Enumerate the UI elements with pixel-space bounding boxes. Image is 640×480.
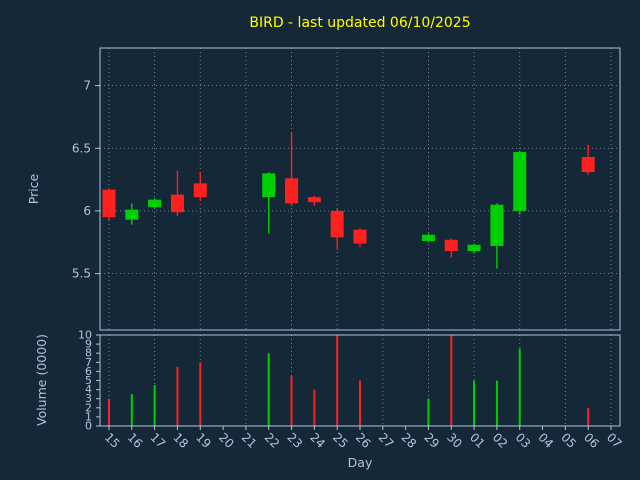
- volume-y-tick-label: 8: [85, 347, 92, 360]
- candle-body: [444, 239, 458, 252]
- volume-axis-label: Volume (0000): [34, 334, 49, 426]
- candle-body: [148, 199, 162, 208]
- candle-body: [467, 244, 481, 252]
- candle-body: [102, 189, 116, 218]
- x-axis-label: Day: [348, 455, 373, 470]
- chart-title: BIRD - last updated 06/10/2025: [249, 15, 470, 31]
- candle-body: [490, 204, 504, 247]
- volume-y-tick-label: 9: [85, 338, 92, 351]
- price-axis-label: Price: [26, 173, 41, 204]
- volume-y-tick-label: 1: [85, 410, 92, 423]
- price-y-tick-label: 5.5: [72, 267, 91, 281]
- price-y-tick-label: 6.5: [72, 141, 91, 155]
- candle-body: [513, 152, 527, 211]
- candle-body: [581, 157, 595, 173]
- volume-y-tick-label: 2: [85, 401, 92, 414]
- candle-body: [353, 229, 367, 244]
- volume-y-tick-label: 0: [85, 420, 92, 433]
- volume-y-tick-label: 7: [85, 356, 92, 369]
- candle-body: [170, 194, 184, 213]
- candle-body: [307, 197, 321, 203]
- candle-body: [330, 210, 344, 238]
- volume-y-tick-label: 4: [85, 383, 92, 396]
- candle-body: [421, 234, 435, 242]
- price-y-tick-label: 7: [83, 79, 91, 93]
- volume-y-tick-label: 10: [78, 329, 92, 342]
- volume-y-tick-label: 5: [85, 374, 92, 387]
- candle-body: [285, 178, 299, 204]
- price-panel-frame: [99, 47, 621, 331]
- price-y-tick-label: 6: [83, 204, 91, 218]
- candle-body: [262, 173, 276, 198]
- candle-body: [125, 209, 139, 220]
- volume-y-tick-label: 3: [85, 392, 92, 405]
- volume-y-tick-label: 6: [85, 365, 92, 378]
- candle-body: [193, 183, 207, 198]
